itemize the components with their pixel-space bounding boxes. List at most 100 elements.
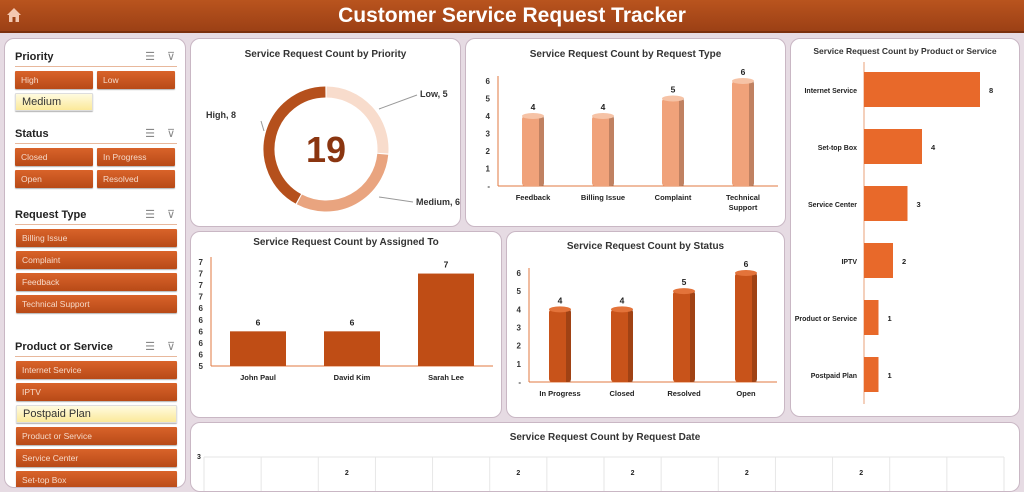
y-tick-label: 5 [199, 362, 204, 371]
data-label: 4 [620, 295, 625, 305]
multi-select-icon[interactable]: ☰ [145, 51, 155, 63]
y-tick-label: - [487, 182, 490, 191]
y-tick-label: Set-top Box [818, 145, 857, 152]
bar-shade [566, 309, 571, 382]
bar-top [592, 113, 614, 119]
x-tick-label: Technical Support [726, 193, 760, 212]
data-label: 3 [917, 200, 921, 209]
y-tick-label: 1 [517, 360, 522, 369]
slicer-item-resolved[interactable]: Resolved [97, 170, 175, 188]
slicer-item-open[interactable]: Open [15, 170, 93, 188]
bar [324, 331, 380, 366]
chart-title: Service Request Count by Status [566, 241, 725, 252]
y-tick-label: Postpaid Plan [811, 373, 857, 380]
slicer-item-feedback[interactable]: Feedback [16, 273, 177, 291]
bar-shade [679, 98, 684, 186]
slicer-panel: Priority ☰ ⊽ High Low Medium Status ☰ ⊽ Close… [4, 38, 186, 488]
x-tick-label: Closed [609, 389, 634, 398]
bar [418, 273, 474, 366]
y-tick-label: 2 [517, 342, 522, 351]
slicer-item-billing-issue[interactable]: Billing Issue [16, 229, 177, 247]
bar [732, 81, 754, 186]
y-tick-label: 6 [199, 316, 204, 325]
bar-open [735, 270, 757, 382]
request-date-chart-panel: Service Request Count by Request Date 3 2… [190, 422, 1020, 492]
slicer-item-closed[interactable]: Closed [15, 148, 93, 166]
slicer-item-technical-support[interactable]: Technical Support [16, 295, 177, 313]
slicer-item-complaint[interactable]: Complaint [16, 251, 177, 269]
data-label: 2 [745, 470, 749, 477]
y-tick-label: 6 [199, 339, 204, 348]
y-tick-label: 4 [486, 112, 491, 121]
slicer-item-in-progress[interactable]: In Progress [97, 148, 175, 166]
clear-filter-icon[interactable]: ⊽ [166, 341, 175, 353]
data-label: 5 [682, 277, 687, 287]
data-label: 2 [516, 470, 520, 477]
data-label: 2 [902, 257, 906, 266]
x-tick-label: Complaint [655, 193, 692, 202]
data-label: 6 [350, 317, 355, 327]
slicer-item-postpaid-plan[interactable]: Postpaid Plan [16, 405, 177, 423]
dashboard-title: Customer Service Request Tracker [338, 4, 686, 27]
home-icon[interactable] [6, 7, 22, 23]
y-tick-label: 6 [486, 77, 491, 86]
bar-shade [690, 291, 695, 382]
slicer-item-internet-service[interactable]: Internet Service [16, 361, 177, 379]
bar-top [662, 95, 684, 102]
data-label: 4 [931, 143, 936, 152]
multi-select-icon[interactable]: ☰ [145, 209, 155, 221]
bar [522, 116, 544, 186]
multi-select-icon[interactable]: ☰ [145, 341, 155, 353]
data-label: 5 [671, 85, 676, 95]
bar [735, 273, 757, 382]
bar-top [611, 306, 633, 313]
y-tick-label: 5 [486, 95, 491, 104]
data-label: 2 [859, 470, 863, 477]
data-label: 7 [444, 260, 449, 270]
slicer-header-request-type: Request Type ☰ ⊽ [15, 207, 177, 225]
multi-select-icon[interactable]: ☰ [145, 128, 155, 140]
slicer-item-medium[interactable]: Medium [15, 93, 93, 111]
y-tick-label: 1 [486, 165, 491, 174]
y-tick-label: 6 [199, 327, 204, 336]
data-label: Medium, 6 [416, 197, 460, 207]
total-count: 19 [306, 129, 346, 170]
slicer-title: Status [15, 128, 49, 140]
data-label: High, 8 [206, 110, 236, 120]
slicer-item-set-top-box[interactable]: Set-top Box [16, 471, 177, 487]
bar-top [732, 78, 754, 84]
bar-in-progress [549, 306, 571, 382]
slicer-item-high[interactable]: High [15, 71, 93, 89]
bar-postpaid-plan [864, 357, 879, 392]
slicer-item-product-or-service[interactable]: Product or Service [16, 427, 177, 445]
bar-top [522, 113, 544, 119]
chart-title: Service Request Count by Priority [244, 49, 407, 60]
clear-filter-icon[interactable]: ⊽ [166, 128, 175, 140]
donut-slice-high [263, 86, 326, 204]
y-tick-label: 6 [199, 350, 204, 359]
data-label: 8 [989, 86, 993, 95]
y-tick-label: Service Center [808, 202, 857, 209]
bar-closed [611, 306, 633, 382]
chart-title: Service Request Count by Request Date [509, 432, 701, 443]
clear-filter-icon[interactable]: ⊽ [166, 51, 175, 63]
y-tick-label: 5 [517, 287, 522, 296]
bar-product-or-service [864, 300, 879, 335]
bar-feedback [522, 113, 544, 186]
bar-complaint [662, 95, 684, 186]
bar-sarah-lee [418, 273, 474, 366]
bar-shade [609, 116, 614, 186]
bar [611, 309, 633, 382]
y-tick-label: 7 [199, 270, 204, 279]
bar-technical-support [732, 78, 754, 186]
bar-shade [749, 81, 754, 186]
bar [662, 98, 684, 186]
slicer-item-iptv[interactable]: IPTV [16, 383, 177, 401]
chart-title: Service Request Count by Assigned To [253, 237, 439, 248]
y-tick-label: 4 [517, 305, 522, 314]
slicer-item-low[interactable]: Low [97, 71, 175, 89]
slicer-item-service-center[interactable]: Service Center [16, 449, 177, 467]
clear-filter-icon[interactable]: ⊽ [166, 209, 175, 221]
x-tick-label: Sarah Lee [428, 373, 464, 382]
data-label: 6 [256, 317, 261, 327]
